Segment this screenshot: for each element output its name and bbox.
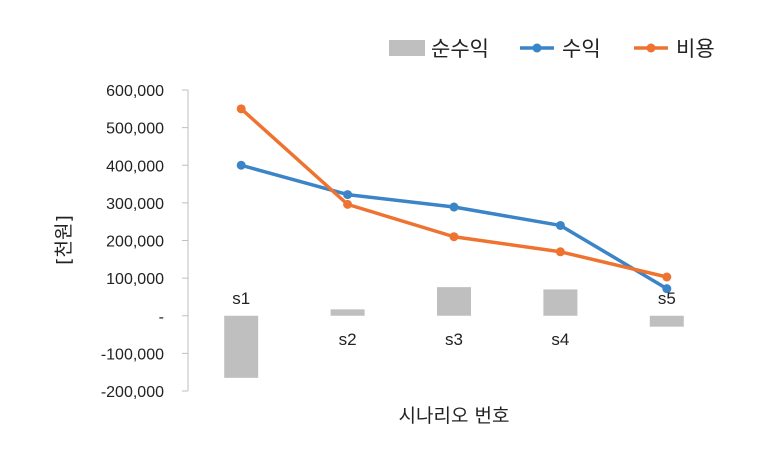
net-profit-bars <box>224 287 684 378</box>
category-label-s3: s3 <box>445 330 463 349</box>
data-point-비용-s1 <box>236 104 246 114</box>
x-axis-title: 시나리오 번호 <box>399 405 510 427</box>
legend-label-순수익: 순수익 <box>431 37 489 61</box>
y-axis-title: [천원] <box>53 215 75 265</box>
y-tick-label: 600,000 <box>106 83 164 100</box>
series-line-수익 <box>240 163 668 291</box>
data-point-비용-s4 <box>555 247 565 257</box>
legend: 순수익 수익 비용 <box>389 37 715 61</box>
data-point-비용-s3 <box>449 232 459 242</box>
x-axis-category-labels: s1 s2 s3 s4 s5 <box>232 289 676 349</box>
bar-s3 <box>437 287 471 316</box>
y-tick-label: 100,000 <box>106 271 164 288</box>
category-label-s1: s1 <box>232 289 250 308</box>
bar-s1 <box>224 315 259 378</box>
legend-label-비용: 비용 <box>676 37 715 61</box>
legend-marker-수익 <box>532 43 542 53</box>
data-point-수익-s2 <box>343 190 353 200</box>
y-tick-label: 500,000 <box>106 121 164 138</box>
legend-label-수익: 수익 <box>562 37 601 61</box>
data-point-수익-s5 <box>662 284 672 294</box>
legend-marker-비용 <box>646 43 656 53</box>
legend-swatch-순수익 <box>389 40 425 56</box>
y-tick-label: -200,000 <box>101 384 164 401</box>
bar-s5 <box>649 315 684 327</box>
y-axis-ticks: 600,000 500,000 400,000 300,000 200,000 100,0… <box>101 83 188 401</box>
line-series <box>236 104 672 294</box>
category-label-s5: s5 <box>658 289 676 308</box>
category-label-s4: s4 <box>551 330 569 349</box>
category-label-s2: s2 <box>339 330 357 349</box>
bar-s4 <box>543 289 578 316</box>
data-point-비용-s2 <box>343 199 353 209</box>
data-point-수익-s4 <box>555 220 565 230</box>
data-point-수익-s3 <box>449 202 459 212</box>
y-tick-label: 200,000 <box>106 234 164 251</box>
y-tick-label: 300,000 <box>106 196 164 213</box>
y-tick-label: -100,000 <box>101 346 164 363</box>
y-tick-label: 400,000 <box>106 158 164 175</box>
y-tick-label: - <box>159 309 164 326</box>
data-point-수익-s1 <box>236 160 246 170</box>
bar-s2 <box>330 309 365 316</box>
data-point-비용-s5 <box>662 272 672 282</box>
